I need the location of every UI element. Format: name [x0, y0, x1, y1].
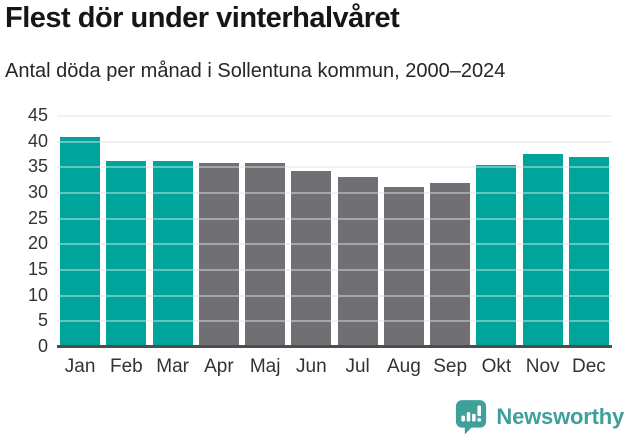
- gridline: [57, 294, 612, 297]
- bar-chart: 0 5 10 15 20 25 30 35 40 45 Jan Feb Mar Apr Maj Jun Jul A…: [0, 105, 631, 406]
- chart-title: Flest dör under vinterhalvåret: [5, 2, 400, 34]
- gridline-overlay: [57, 166, 612, 169]
- bar-aug: [383, 186, 424, 347]
- y-tick-label: 20: [27, 233, 48, 254]
- x-tick-label: Mar: [156, 356, 189, 377]
- gridline: [57, 192, 612, 194]
- bar-jun: [291, 171, 332, 347]
- gridline-overlay: [57, 192, 612, 194]
- gridline-overlay: [57, 294, 612, 297]
- y-tick-label: 5: [37, 310, 48, 331]
- y-tick-label: 30: [27, 182, 48, 202]
- x-tick-label: Sep: [433, 356, 468, 377]
- gridline: [57, 166, 612, 169]
- newsworthy-brand-text: Newsworthy: [496, 404, 624, 429]
- x-tick-label: Jul: [345, 356, 370, 377]
- bar-maj: [245, 162, 286, 347]
- x-tick-label: Dec: [571, 356, 606, 377]
- y-tick-label: 35: [27, 156, 48, 177]
- y-tick-label: 45: [27, 105, 48, 125]
- y-tick-label: 15: [27, 259, 48, 279]
- bar-feb: [106, 160, 147, 347]
- x-tick-label: Okt: [481, 356, 512, 377]
- newsworthy-logo: Newsworthy: [455, 399, 624, 435]
- bar-mar: [152, 160, 193, 347]
- gridline-overlay: [57, 320, 612, 323]
- gridline: [57, 217, 612, 220]
- x-tick-label: Maj: [249, 356, 281, 377]
- gridline: [57, 320, 612, 323]
- bar-jul: [337, 176, 378, 347]
- x-tick-label: Aug: [386, 356, 421, 377]
- x-tick-label: Nov: [525, 356, 560, 377]
- gridline-overlay: [57, 140, 612, 143]
- x-tick-label: Feb: [110, 356, 143, 377]
- bar-nov: [522, 154, 563, 347]
- bar-jan: [60, 136, 101, 347]
- bar-sep: [430, 182, 471, 347]
- y-tick-label: 25: [27, 207, 48, 228]
- y-tick-label: 0: [37, 336, 48, 356]
- bar-okt: [476, 164, 517, 347]
- chart-subtitle: Antal döda per månad i Sollentuna kommun…: [5, 60, 506, 82]
- bar-chart-exclamation-bubble-icon: [456, 400, 487, 435]
- plot-area: [57, 115, 612, 347]
- gridline: [57, 115, 612, 117]
- x-axis-line: [57, 345, 612, 348]
- gridline-overlay: [57, 269, 612, 271]
- gridline-overlay: [57, 217, 612, 220]
- gridline-overlay: [57, 115, 612, 117]
- x-tick-label: Jun: [296, 356, 327, 377]
- gridline-overlay: [57, 243, 612, 246]
- y-tick-label: 10: [27, 284, 48, 305]
- x-tick-label: Jan: [64, 356, 96, 377]
- gridline: [57, 140, 612, 143]
- bar-dec: [568, 156, 609, 347]
- gridline: [57, 243, 612, 246]
- x-tick-label: Apr: [204, 356, 234, 377]
- gridline: [57, 269, 612, 271]
- y-tick-label: 40: [27, 130, 48, 151]
- bar-apr: [198, 162, 239, 347]
